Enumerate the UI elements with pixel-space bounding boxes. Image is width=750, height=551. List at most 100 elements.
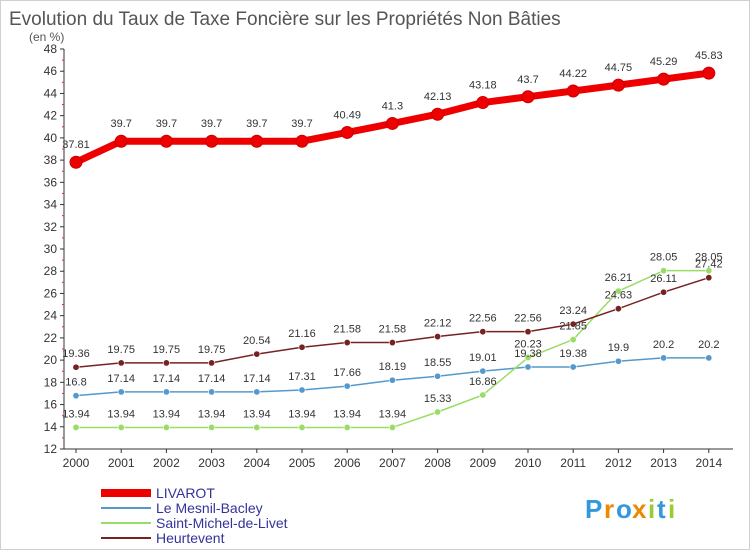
data-label-saint-michel-de-livet: 13.94 bbox=[243, 408, 271, 420]
data-point-livarot bbox=[114, 134, 128, 148]
x-tick-label: 2002 bbox=[153, 456, 180, 470]
y-tick-label: 22 bbox=[44, 331, 58, 345]
data-label-saint-michel-de-livet: 13.94 bbox=[62, 408, 90, 420]
y-tick-label: 24 bbox=[44, 309, 58, 323]
data-point-saint-michel-de-livet bbox=[72, 423, 80, 431]
data-label-saint-michel-de-livet: 28.05 bbox=[650, 252, 678, 264]
data-label-saint-michel-de-livet: 13.94 bbox=[153, 408, 181, 420]
y-tick-label: 42 bbox=[44, 109, 58, 123]
data-point-livarot bbox=[611, 78, 625, 92]
logo-letter: x bbox=[632, 494, 647, 524]
data-point-heurtevent bbox=[524, 328, 532, 336]
logo-letter: i bbox=[648, 494, 655, 524]
y-tick-label: 18 bbox=[44, 375, 58, 389]
data-point-livarot bbox=[205, 134, 219, 148]
data-point-heurtevent bbox=[705, 274, 713, 282]
data-label-livarot: 43.18 bbox=[469, 80, 497, 92]
logo-letter: r bbox=[604, 494, 614, 524]
y-tick-label: 28 bbox=[44, 264, 58, 278]
data-point-le-mesnil-bacley bbox=[524, 363, 532, 371]
data-point-le-mesnil-bacley bbox=[614, 357, 622, 365]
chart-title: Evolution du Taux de Taxe Foncière sur l… bbox=[9, 9, 561, 30]
data-label-heurtevent: 23.24 bbox=[559, 305, 587, 317]
data-point-saint-michel-de-livet bbox=[434, 408, 442, 416]
data-point-le-mesnil-bacley bbox=[569, 363, 577, 371]
data-label-heurtevent: 19.75 bbox=[107, 344, 135, 356]
data-point-le-mesnil-bacley bbox=[434, 372, 442, 380]
data-label-livarot: 43.7 bbox=[517, 74, 538, 86]
data-label-le-mesnil-bacley: 17.14 bbox=[198, 373, 226, 385]
y-tick-label: 14 bbox=[44, 420, 58, 434]
data-point-heurtevent bbox=[208, 359, 216, 367]
logo-letter: P bbox=[585, 494, 602, 524]
y-tick-label: 30 bbox=[44, 242, 58, 256]
data-label-heurtevent: 21.58 bbox=[333, 324, 361, 336]
y-tick-label: 36 bbox=[44, 175, 58, 189]
data-point-saint-michel-de-livet bbox=[343, 423, 351, 431]
y-tick-label: 40 bbox=[44, 131, 58, 145]
data-point-saint-michel-de-livet bbox=[569, 336, 577, 344]
data-label-le-mesnil-bacley: 20.2 bbox=[698, 339, 719, 351]
data-point-livarot bbox=[521, 90, 535, 104]
data-point-livarot bbox=[566, 84, 580, 98]
x-tick-label: 2007 bbox=[379, 456, 406, 470]
y-tick-label: 34 bbox=[44, 198, 58, 212]
data-point-livarot bbox=[476, 96, 490, 110]
data-label-le-mesnil-bacley: 20.2 bbox=[653, 339, 674, 351]
data-point-heurtevent bbox=[162, 359, 170, 367]
data-label-heurtevent: 21.58 bbox=[379, 324, 407, 336]
data-point-le-mesnil-bacley bbox=[479, 367, 487, 375]
logo-letter: t bbox=[657, 494, 666, 524]
data-label-heurtevent: 24.63 bbox=[605, 290, 633, 302]
data-label-livarot: 45.83 bbox=[695, 50, 723, 62]
data-point-livarot bbox=[431, 107, 445, 121]
data-label-le-mesnil-bacley: 19.9 bbox=[608, 342, 629, 354]
y-tick-label: 32 bbox=[44, 220, 58, 234]
data-label-le-mesnil-bacley: 17.14 bbox=[107, 373, 135, 385]
data-point-le-mesnil-bacley bbox=[388, 376, 396, 384]
data-label-le-mesnil-bacley: 18.19 bbox=[379, 361, 407, 373]
data-point-heurtevent bbox=[388, 339, 396, 347]
data-point-le-mesnil-bacley bbox=[253, 388, 261, 396]
data-point-heurtevent bbox=[343, 339, 351, 347]
data-label-livarot: 40.49 bbox=[333, 109, 361, 121]
data-point-heurtevent bbox=[660, 288, 668, 296]
x-tick-label: 2012 bbox=[605, 456, 632, 470]
y-tick-label: 26 bbox=[44, 286, 58, 300]
y-tick-label: 20 bbox=[44, 353, 58, 367]
x-tick-label: 2005 bbox=[289, 456, 316, 470]
data-point-saint-michel-de-livet bbox=[660, 267, 668, 275]
data-label-livarot: 39.7 bbox=[110, 118, 131, 130]
data-point-livarot bbox=[702, 66, 716, 80]
legend-label-saint-michel-de-livet: Saint-Michel-de-Livet bbox=[156, 515, 288, 531]
data-label-livarot: 39.7 bbox=[201, 118, 222, 130]
x-tick-label: 2000 bbox=[63, 456, 90, 470]
data-point-le-mesnil-bacley bbox=[705, 354, 713, 362]
data-label-le-mesnil-bacley: 16.8 bbox=[65, 377, 86, 389]
x-tick-label: 2011 bbox=[560, 456, 586, 470]
y-tick-label: 16 bbox=[44, 398, 58, 412]
data-label-heurtevent: 19.75 bbox=[153, 344, 181, 356]
data-label-livarot: 39.7 bbox=[246, 118, 267, 130]
data-label-livarot: 45.29 bbox=[650, 56, 678, 68]
data-label-livarot: 37.81 bbox=[62, 139, 90, 151]
data-label-le-mesnil-bacley: 18.55 bbox=[424, 357, 452, 369]
data-label-saint-michel-de-livet: 15.33 bbox=[424, 393, 452, 405]
series-layer bbox=[69, 66, 716, 431]
data-point-saint-michel-de-livet bbox=[614, 287, 622, 295]
data-label-le-mesnil-bacley: 19.01 bbox=[469, 352, 497, 364]
data-point-heurtevent bbox=[479, 328, 487, 336]
data-point-saint-michel-de-livet bbox=[388, 423, 396, 431]
data-label-saint-michel-de-livet: 13.94 bbox=[288, 408, 316, 420]
x-tick-label: 2003 bbox=[198, 456, 225, 470]
data-point-heurtevent bbox=[614, 305, 622, 313]
data-label-le-mesnil-bacley: 19.38 bbox=[514, 348, 542, 360]
data-labels-layer: 37.81 39.7 39.7 39.7 39.7 39.7 40.49 41.3 42.13 4… bbox=[62, 50, 722, 420]
x-tick-label: 2013 bbox=[650, 456, 677, 470]
y-tick-label: 12 bbox=[44, 442, 58, 456]
data-point-saint-michel-de-livet bbox=[298, 423, 306, 431]
logo-letter: o bbox=[616, 494, 632, 524]
